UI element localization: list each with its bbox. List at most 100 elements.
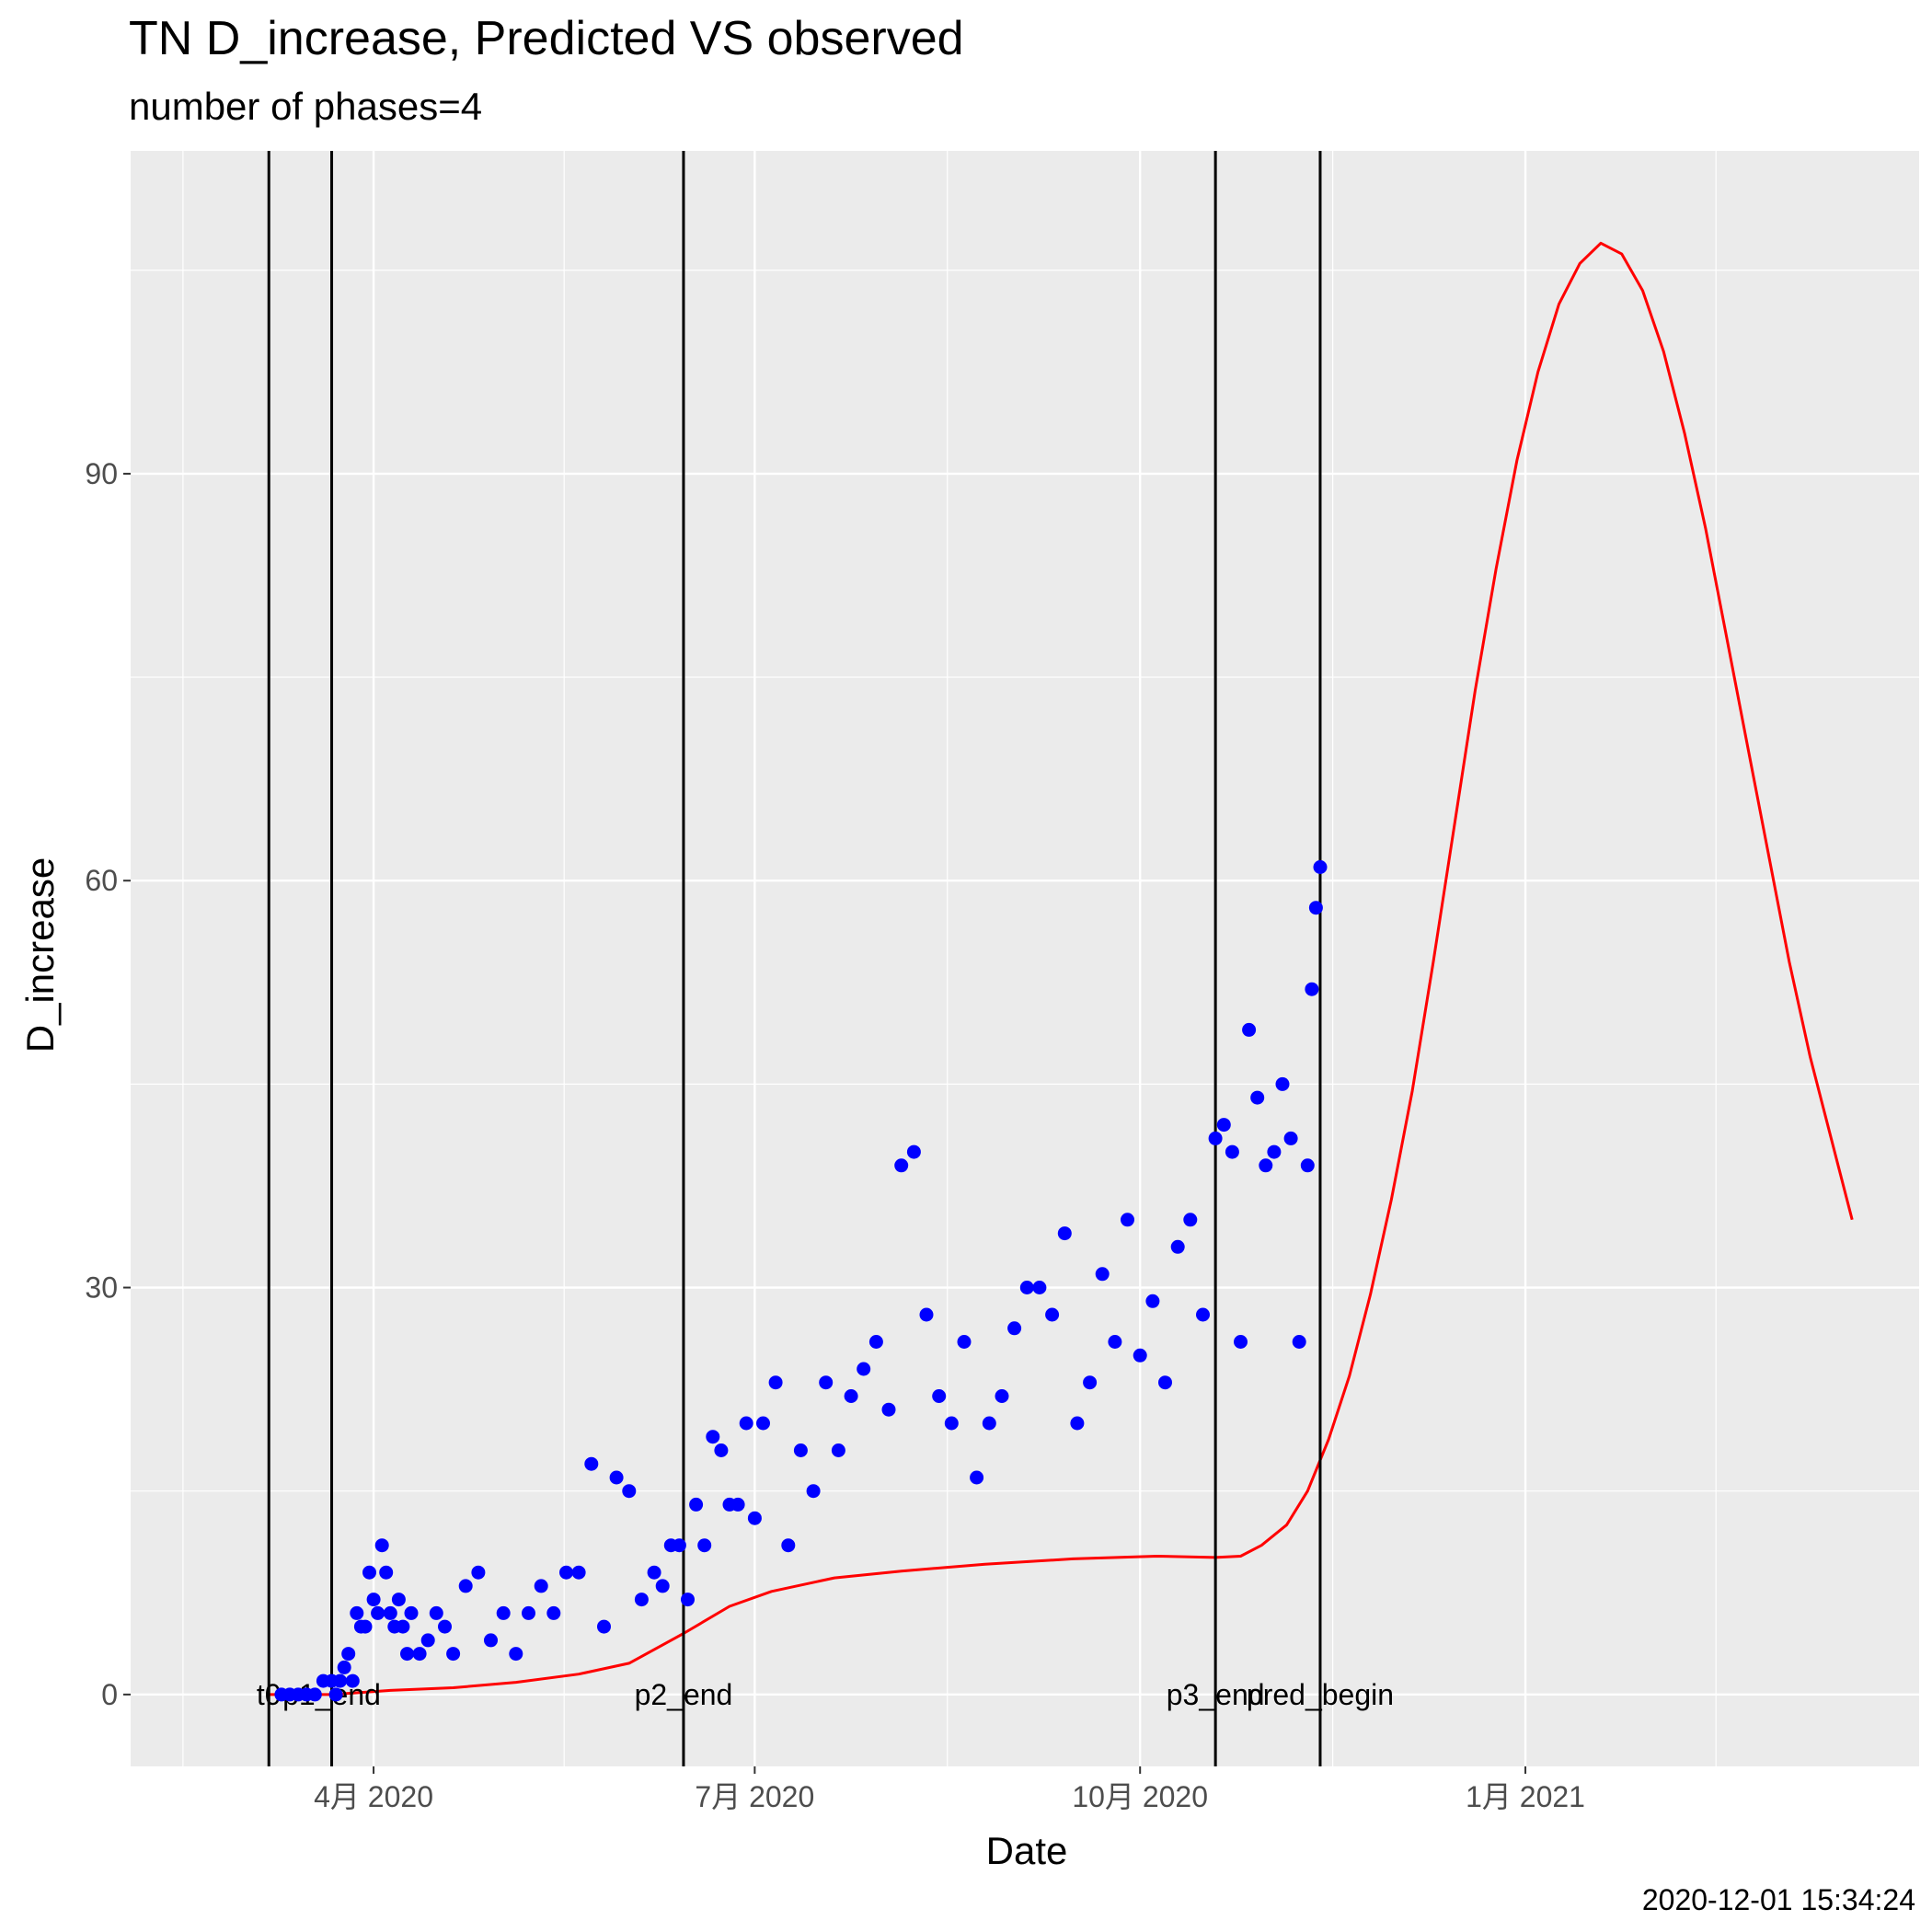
observed-point: [420, 1633, 435, 1648]
observed-point: [1045, 1307, 1060, 1322]
observed-point: [739, 1416, 753, 1431]
vline-label-pred_begin: pred_begin: [1247, 1678, 1394, 1711]
observed-point: [484, 1633, 498, 1648]
observed-point: [1225, 1144, 1239, 1159]
footer-timestamp: 2020-12-01 15:34:24: [1641, 1883, 1915, 1916]
y-tick-label: 30: [85, 1271, 118, 1305]
observed-point: [844, 1389, 858, 1403]
observed-point: [1083, 1375, 1098, 1390]
vline-label-p2_end: p2_end: [635, 1678, 733, 1711]
observed-point: [957, 1335, 972, 1349]
observed-point: [1170, 1239, 1185, 1254]
observed-point: [522, 1605, 535, 1620]
observed-point: [571, 1565, 586, 1580]
y-tick-label: 60: [85, 864, 118, 897]
observed-point: [1234, 1335, 1248, 1349]
observed-point: [793, 1443, 808, 1457]
observed-point: [622, 1484, 637, 1499]
observed-point: [1292, 1335, 1306, 1349]
observed-point: [429, 1605, 443, 1620]
observed-point: [412, 1647, 427, 1662]
y-tick-label: 0: [101, 1678, 118, 1711]
observed-point: [1283, 1131, 1298, 1145]
observed-point: [881, 1402, 896, 1417]
observed-point: [919, 1307, 934, 1322]
observed-point: [1242, 1022, 1257, 1037]
observed-point: [1267, 1144, 1282, 1159]
axes: 0 30 60 90 4月 2020 7月 2020 10月 2020 1月 2021: [85, 457, 1585, 1813]
observed-point: [1196, 1307, 1210, 1322]
observed-point: [1300, 1158, 1315, 1173]
observed-point: [404, 1605, 419, 1620]
observed-point: [1032, 1281, 1047, 1294]
observed-point: [1070, 1416, 1085, 1431]
observed-point: [362, 1565, 376, 1580]
observed-point: [1250, 1090, 1265, 1105]
observed-point: [970, 1470, 984, 1485]
predicted-series: [269, 241, 1854, 1696]
observed-point: [1145, 1294, 1160, 1308]
observed-point: [894, 1158, 909, 1173]
observed-point: [681, 1593, 695, 1607]
observed-point: [982, 1416, 996, 1431]
observed-point: [1158, 1375, 1172, 1390]
observed-point: [1183, 1213, 1198, 1227]
observed-point: [584, 1456, 599, 1471]
y-axis-title: D_increase: [18, 857, 62, 1052]
x-tick-label: 7月 2020: [695, 1780, 814, 1813]
observed-point: [341, 1647, 356, 1662]
observed-point: [371, 1605, 385, 1620]
observed-point: [1019, 1281, 1034, 1294]
observed-point: [337, 1660, 351, 1674]
x-tick-label: 4月 2020: [314, 1780, 433, 1813]
predicted-line: [269, 241, 1854, 1696]
chart-subtitle: number of phases=4: [129, 85, 483, 128]
observed-point: [1108, 1335, 1122, 1349]
observed-point: [534, 1579, 548, 1593]
observed-point: [1095, 1267, 1110, 1282]
observed-point: [307, 1687, 322, 1702]
observed-point: [509, 1647, 523, 1662]
panel-background: [131, 151, 1919, 1766]
observed-point: [609, 1470, 624, 1485]
observed-point: [932, 1389, 947, 1403]
observed-point: [328, 1687, 343, 1702]
observed-point: [446, 1647, 461, 1662]
observed-point: [471, 1565, 486, 1580]
observed-point: [697, 1538, 712, 1553]
observed-point: [1259, 1158, 1273, 1173]
observed-point: [706, 1430, 720, 1444]
observed-point: [458, 1579, 473, 1593]
observed-point: [400, 1647, 414, 1662]
observed-point: [438, 1619, 452, 1634]
observed-point: [358, 1619, 373, 1634]
observed-point: [1121, 1213, 1134, 1227]
vline-label-p3_end: p3_end: [1167, 1678, 1265, 1711]
observed-point: [546, 1605, 561, 1620]
observed-point: [768, 1375, 783, 1390]
observed-point: [714, 1443, 729, 1457]
observed-point: [906, 1144, 921, 1159]
observed-point: [383, 1605, 397, 1620]
observed-point: [730, 1497, 745, 1512]
observed-point: [391, 1593, 406, 1607]
observed-point: [396, 1619, 410, 1634]
grid-lines: [131, 151, 1919, 1766]
chart-title: TN D_increase, Predicted VS observed: [129, 12, 964, 65]
x-tick-label: 1月 2021: [1466, 1780, 1585, 1813]
observed-point: [345, 1673, 360, 1688]
x-axis-title: Date: [986, 1829, 1068, 1872]
observed-point: [559, 1565, 573, 1580]
observed-point: [995, 1389, 1009, 1403]
observed-point: [496, 1605, 511, 1620]
y-tick-label: 90: [85, 457, 118, 490]
observed-point: [1305, 982, 1319, 996]
observed-point: [868, 1335, 883, 1349]
observed-point: [756, 1416, 770, 1431]
observed-point: [647, 1565, 661, 1580]
observed-point: [747, 1511, 762, 1525]
observed-point: [634, 1593, 649, 1607]
observed-point: [597, 1619, 611, 1634]
observed-point: [857, 1362, 871, 1376]
observed-point: [1308, 901, 1323, 915]
